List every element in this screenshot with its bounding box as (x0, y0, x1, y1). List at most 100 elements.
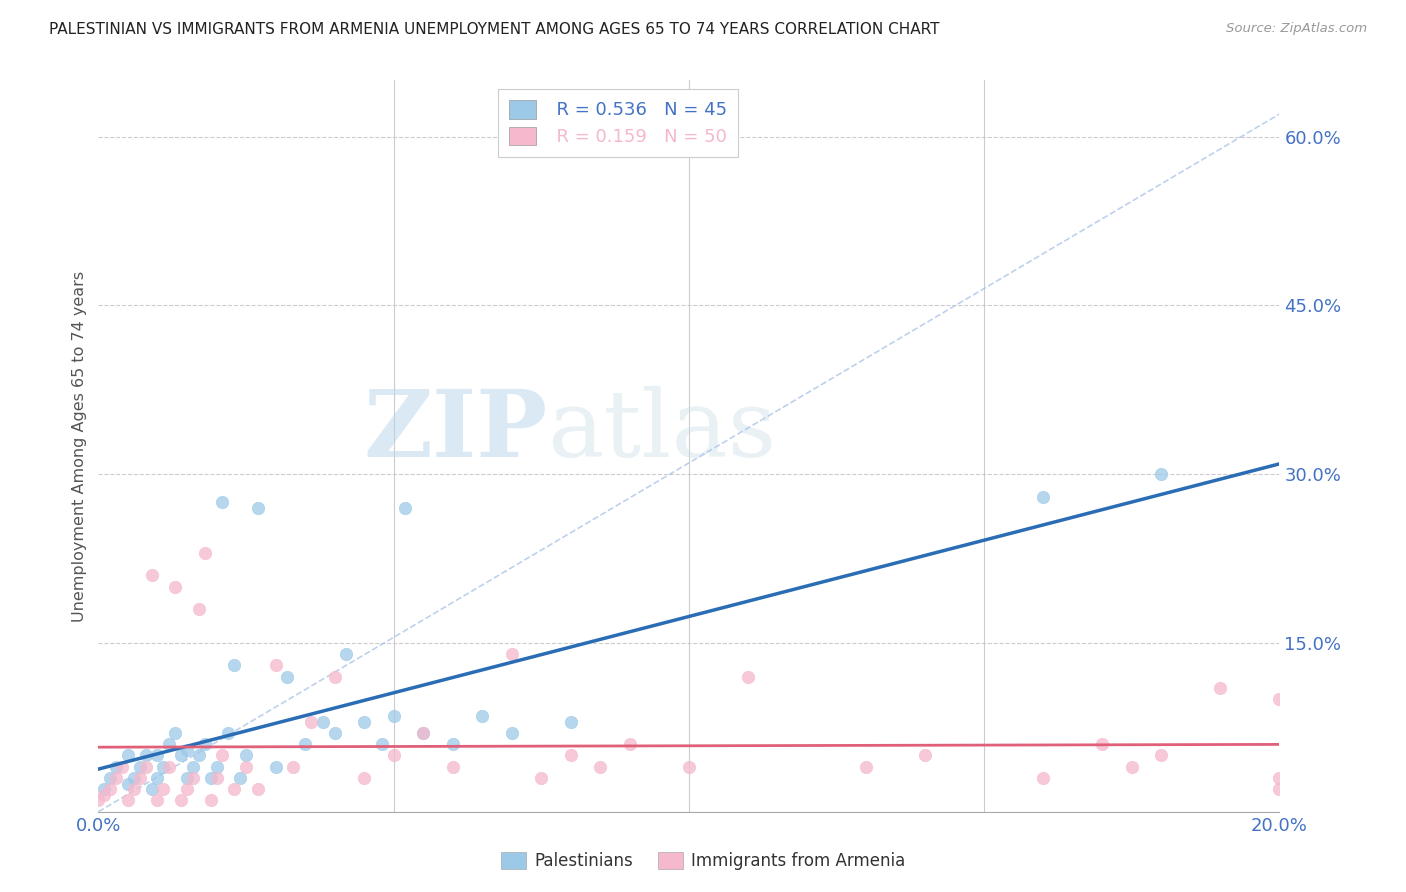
Point (276, 670, 298, 684)
Point (176, 782, 198, 797)
Text: Source: ZipAtlas.com: Source: ZipAtlas.com (1226, 22, 1367, 36)
Point (93, 788, 115, 802)
Point (117, 793, 139, 807)
Point (170, 748, 193, 763)
Point (217, 726, 239, 740)
Point (530, 771, 553, 785)
Point (371, 737, 394, 751)
Point (1268, 692, 1291, 706)
Point (1268, 782, 1291, 797)
Point (105, 760, 128, 774)
Point (146, 748, 169, 763)
Text: ZIP: ZIP (363, 386, 547, 476)
Point (98, 771, 121, 785)
Point (501, 726, 523, 740)
Legend: Palestinians, Immigrants from Armenia: Palestinians, Immigrants from Armenia (496, 847, 910, 875)
Point (87, 793, 110, 807)
Point (165, 726, 187, 740)
Point (619, 737, 641, 751)
Point (93, 782, 115, 797)
Point (141, 568, 163, 582)
Point (441, 760, 464, 774)
Point (283, 760, 305, 774)
Point (412, 726, 434, 740)
Legend:   R = 0.536   N = 45,   R = 0.159   N = 50: R = 0.536 N = 45, R = 0.159 N = 50 (498, 89, 738, 157)
Point (1150, 467, 1173, 482)
Point (589, 760, 612, 774)
Point (312, 714, 335, 729)
Point (412, 726, 434, 740)
Point (914, 748, 936, 763)
Point (194, 737, 217, 751)
Point (135, 760, 157, 774)
Point (353, 771, 375, 785)
Point (1032, 771, 1054, 785)
Point (135, 748, 157, 763)
Point (141, 782, 163, 797)
Point (323, 726, 346, 740)
Point (382, 709, 405, 723)
Point (1091, 737, 1114, 751)
Y-axis label: Unemployment Among Ages 65 to 74 years: Unemployment Among Ages 65 to 74 years (72, 270, 87, 622)
Point (146, 793, 169, 807)
Point (560, 748, 582, 763)
Point (211, 748, 233, 763)
Point (394, 500, 416, 515)
Point (122, 782, 145, 797)
Point (323, 670, 346, 684)
Point (128, 771, 150, 785)
Text: atlas: atlas (547, 386, 776, 476)
Point (246, 500, 269, 515)
Point (1032, 490, 1054, 504)
Point (264, 760, 287, 774)
Point (235, 760, 257, 774)
Point (264, 658, 287, 673)
Point (117, 748, 139, 763)
Point (382, 748, 405, 763)
Point (165, 580, 187, 594)
Point (246, 782, 269, 797)
Point (471, 709, 494, 723)
Point (122, 771, 145, 785)
Point (737, 670, 759, 684)
Point (187, 602, 209, 616)
Point (170, 793, 193, 807)
Point (157, 760, 180, 774)
Point (200, 771, 222, 785)
Point (335, 647, 357, 661)
Point (176, 771, 198, 785)
Point (152, 782, 174, 797)
Point (200, 793, 222, 807)
Point (205, 760, 228, 774)
Point (128, 760, 150, 774)
Point (176, 743, 198, 757)
Point (1209, 681, 1232, 695)
Point (235, 748, 257, 763)
Point (1121, 760, 1143, 774)
Point (441, 737, 464, 751)
Point (152, 760, 174, 774)
Point (560, 714, 582, 729)
Point (501, 647, 523, 661)
Point (181, 760, 204, 774)
Point (187, 748, 209, 763)
Point (181, 771, 204, 785)
Point (117, 776, 139, 790)
Point (157, 737, 180, 751)
Point (111, 760, 134, 774)
Point (299, 714, 322, 729)
Point (205, 771, 228, 785)
Point (105, 771, 128, 785)
Point (1268, 771, 1291, 785)
Point (678, 760, 700, 774)
Point (194, 546, 217, 560)
Point (224, 782, 246, 797)
Text: PALESTINIAN VS IMMIGRANTS FROM ARMENIA UNEMPLOYMENT AMONG AGES 65 TO 74 YEARS CO: PALESTINIAN VS IMMIGRANTS FROM ARMENIA U… (49, 22, 939, 37)
Point (98, 782, 121, 797)
Point (224, 658, 246, 673)
Point (855, 760, 877, 774)
Point (1150, 748, 1173, 763)
Point (146, 771, 169, 785)
Point (211, 495, 233, 509)
Point (229, 771, 252, 785)
